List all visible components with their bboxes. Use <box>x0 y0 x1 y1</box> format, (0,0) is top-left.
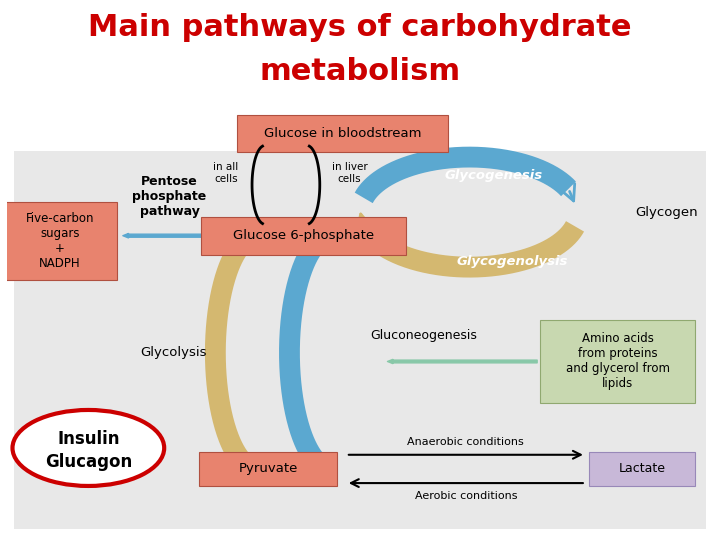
FancyBboxPatch shape <box>4 201 117 280</box>
Text: in liver
cells: in liver cells <box>331 162 367 184</box>
Text: Lactate: Lactate <box>618 462 666 475</box>
FancyBboxPatch shape <box>540 320 696 403</box>
Text: metabolism: metabolism <box>259 57 461 86</box>
Text: Aerobic conditions: Aerobic conditions <box>415 491 517 501</box>
FancyBboxPatch shape <box>201 217 406 254</box>
Text: Five-carbon
sugars
+
NADPH: Five-carbon sugars + NADPH <box>26 212 94 270</box>
Text: Pentose
phosphate
pathway: Pentose phosphate pathway <box>132 175 207 218</box>
FancyBboxPatch shape <box>236 114 448 152</box>
Text: Anaerobic conditions: Anaerobic conditions <box>408 437 524 447</box>
Text: Pyruvate: Pyruvate <box>238 462 298 475</box>
FancyBboxPatch shape <box>589 452 696 486</box>
Text: Glucose in bloodstream: Glucose in bloodstream <box>264 127 421 140</box>
Text: Amino acids
from proteins
and glycerol from
lipids: Amino acids from proteins and glycerol f… <box>565 333 670 390</box>
FancyBboxPatch shape <box>199 452 337 486</box>
Text: Glycolysis: Glycolysis <box>140 346 206 359</box>
Text: Gluconeogenesis: Gluconeogenesis <box>370 329 477 342</box>
Text: Glycogen: Glycogen <box>636 206 698 219</box>
Text: Glucose 6-phosphate: Glucose 6-phosphate <box>233 229 374 242</box>
Text: Glucagon: Glucagon <box>45 453 132 471</box>
Text: in all
cells: in all cells <box>213 162 238 184</box>
Ellipse shape <box>12 410 164 486</box>
Text: Insulin: Insulin <box>57 430 120 448</box>
Text: Glycogenolysis: Glycogenolysis <box>456 255 567 268</box>
Text: Main pathways of carbohydrate: Main pathways of carbohydrate <box>89 14 631 43</box>
Text: Glycogenesis: Glycogenesis <box>445 169 543 182</box>
